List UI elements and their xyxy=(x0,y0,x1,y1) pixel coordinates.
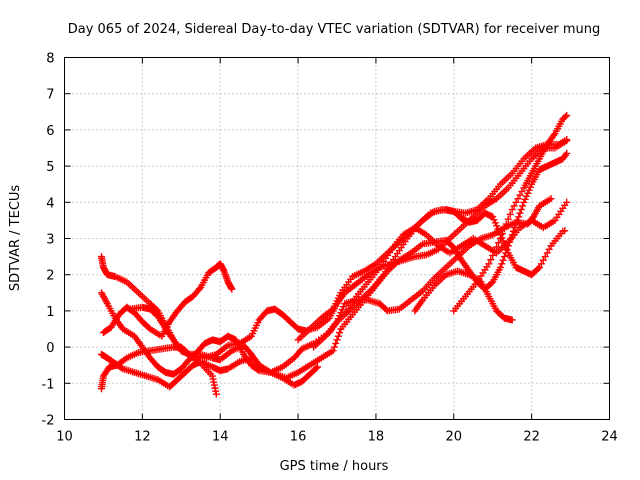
data-point xyxy=(336,329,344,337)
data-point xyxy=(563,136,571,144)
data-point xyxy=(563,149,571,157)
data-point xyxy=(545,245,553,253)
data-point xyxy=(517,206,525,214)
y-tick-label: -2 xyxy=(42,414,55,429)
data-point xyxy=(493,243,501,251)
data-point xyxy=(506,210,514,218)
x-tick-label: 24 xyxy=(601,430,618,445)
data-point xyxy=(212,390,220,398)
y-tick-label: 0 xyxy=(46,341,54,356)
data-point xyxy=(534,265,542,273)
data-point xyxy=(487,279,495,287)
data-point xyxy=(195,285,203,293)
x-tick-label: 10 xyxy=(56,430,73,445)
x-axis-label: GPS time / hours xyxy=(280,459,389,474)
x-tick-label: 18 xyxy=(368,430,385,445)
data-point xyxy=(563,198,571,206)
data-point xyxy=(563,111,571,119)
data-point xyxy=(561,227,569,235)
data-point xyxy=(537,260,545,268)
data-point xyxy=(513,216,521,224)
data-point xyxy=(330,343,338,351)
y-tick-label: 5 xyxy=(46,160,54,175)
data-point xyxy=(121,355,129,363)
data-point xyxy=(516,209,524,217)
data-point xyxy=(485,260,493,268)
y-tick-label: 2 xyxy=(46,269,54,284)
y-tick-label: 8 xyxy=(46,52,54,67)
data-point xyxy=(519,202,527,210)
data-point xyxy=(500,253,508,261)
data-point xyxy=(333,336,341,344)
data-point xyxy=(498,230,506,238)
y-tick-label: 7 xyxy=(46,88,54,103)
data-point xyxy=(487,256,495,264)
data-point xyxy=(329,347,337,355)
data-point xyxy=(228,285,236,293)
data-point xyxy=(504,215,512,223)
data-point xyxy=(498,260,506,268)
y-tick-label: 4 xyxy=(46,196,54,211)
y-tick-label: 3 xyxy=(46,233,54,248)
data-point xyxy=(497,235,504,242)
data-point xyxy=(518,187,526,195)
data-point xyxy=(516,191,524,199)
y-axis-label: SDTVAR / TECUs xyxy=(8,185,23,292)
plot-frame xyxy=(64,57,610,420)
data-point xyxy=(312,364,320,372)
data-point xyxy=(500,225,508,233)
data-point xyxy=(512,198,520,206)
data-point xyxy=(499,256,507,264)
series-track-8 xyxy=(310,136,571,351)
data-point xyxy=(508,206,516,214)
data-point xyxy=(510,202,518,210)
x-tick-label: 22 xyxy=(523,430,540,445)
data-point xyxy=(535,263,543,271)
data-point xyxy=(541,253,549,261)
x-tick-label: 20 xyxy=(446,430,463,445)
data-point xyxy=(547,195,555,203)
data-point xyxy=(543,249,551,257)
data-point xyxy=(118,364,126,372)
data-point xyxy=(491,247,499,255)
data-point xyxy=(497,263,504,271)
y-tick-label: -1 xyxy=(42,377,55,392)
data-point xyxy=(561,113,569,121)
data-point xyxy=(502,220,510,228)
x-tick-label: 14 xyxy=(212,430,229,445)
data-point xyxy=(314,363,322,371)
data-point xyxy=(495,239,503,247)
data-point xyxy=(332,339,340,347)
y-tick-label: 6 xyxy=(46,124,54,139)
x-tick-label: 12 xyxy=(134,430,151,445)
data-series xyxy=(97,111,571,398)
series-track-5 xyxy=(99,260,236,340)
data-point xyxy=(512,220,520,228)
series-track-9 xyxy=(341,198,571,319)
data-point xyxy=(489,251,497,259)
data-point xyxy=(334,332,342,340)
data-point xyxy=(508,316,516,324)
grid xyxy=(64,57,610,420)
chart-title: Day 065 of 2024, Sidereal Day-to-day VTE… xyxy=(68,22,601,37)
series-track-11 xyxy=(450,111,571,315)
data-point xyxy=(515,213,523,221)
data-point xyxy=(539,256,547,264)
data-point xyxy=(514,195,522,203)
y-tick-label: 1 xyxy=(46,305,54,320)
x-tick-label: 16 xyxy=(290,430,307,445)
